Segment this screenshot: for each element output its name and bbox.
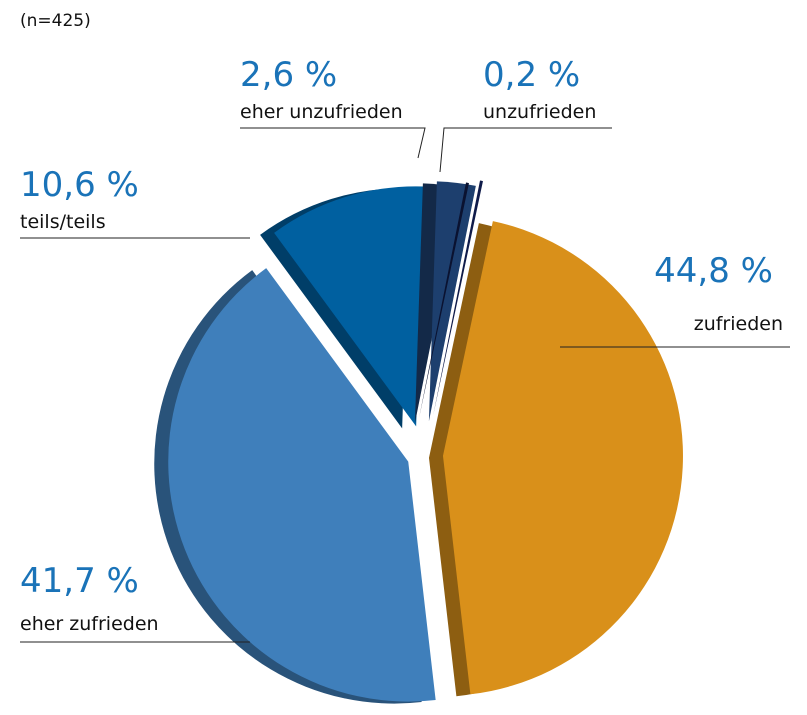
value-label: 10,6 % [20, 165, 139, 205]
labels: 44,8 % zufrieden 41,7 % eher zufrieden 10,6 … [20, 55, 790, 643]
slice [274, 186, 425, 427]
slice-side [419, 182, 469, 418]
category-label: eher zufrieden [20, 613, 159, 635]
slice [442, 221, 683, 695]
pie [154, 180, 683, 704]
leader-line [439, 127, 612, 173]
slice [168, 268, 436, 702]
value-label: 44,8 % [654, 251, 773, 291]
value-label: 0,2 % [483, 55, 580, 95]
category-label: eher unzufrieden [240, 101, 403, 123]
subtitle: (n=425) [20, 11, 91, 31]
value-label: 41,7 % [20, 561, 139, 601]
category-label: unzufrieden [483, 101, 596, 123]
slice [433, 180, 483, 416]
value-label: 2,6 % [240, 55, 337, 95]
leader-line [240, 127, 426, 159]
category-label: zufrieden [694, 313, 783, 335]
slice [428, 181, 476, 422]
category-label: teils/teils [20, 211, 106, 233]
